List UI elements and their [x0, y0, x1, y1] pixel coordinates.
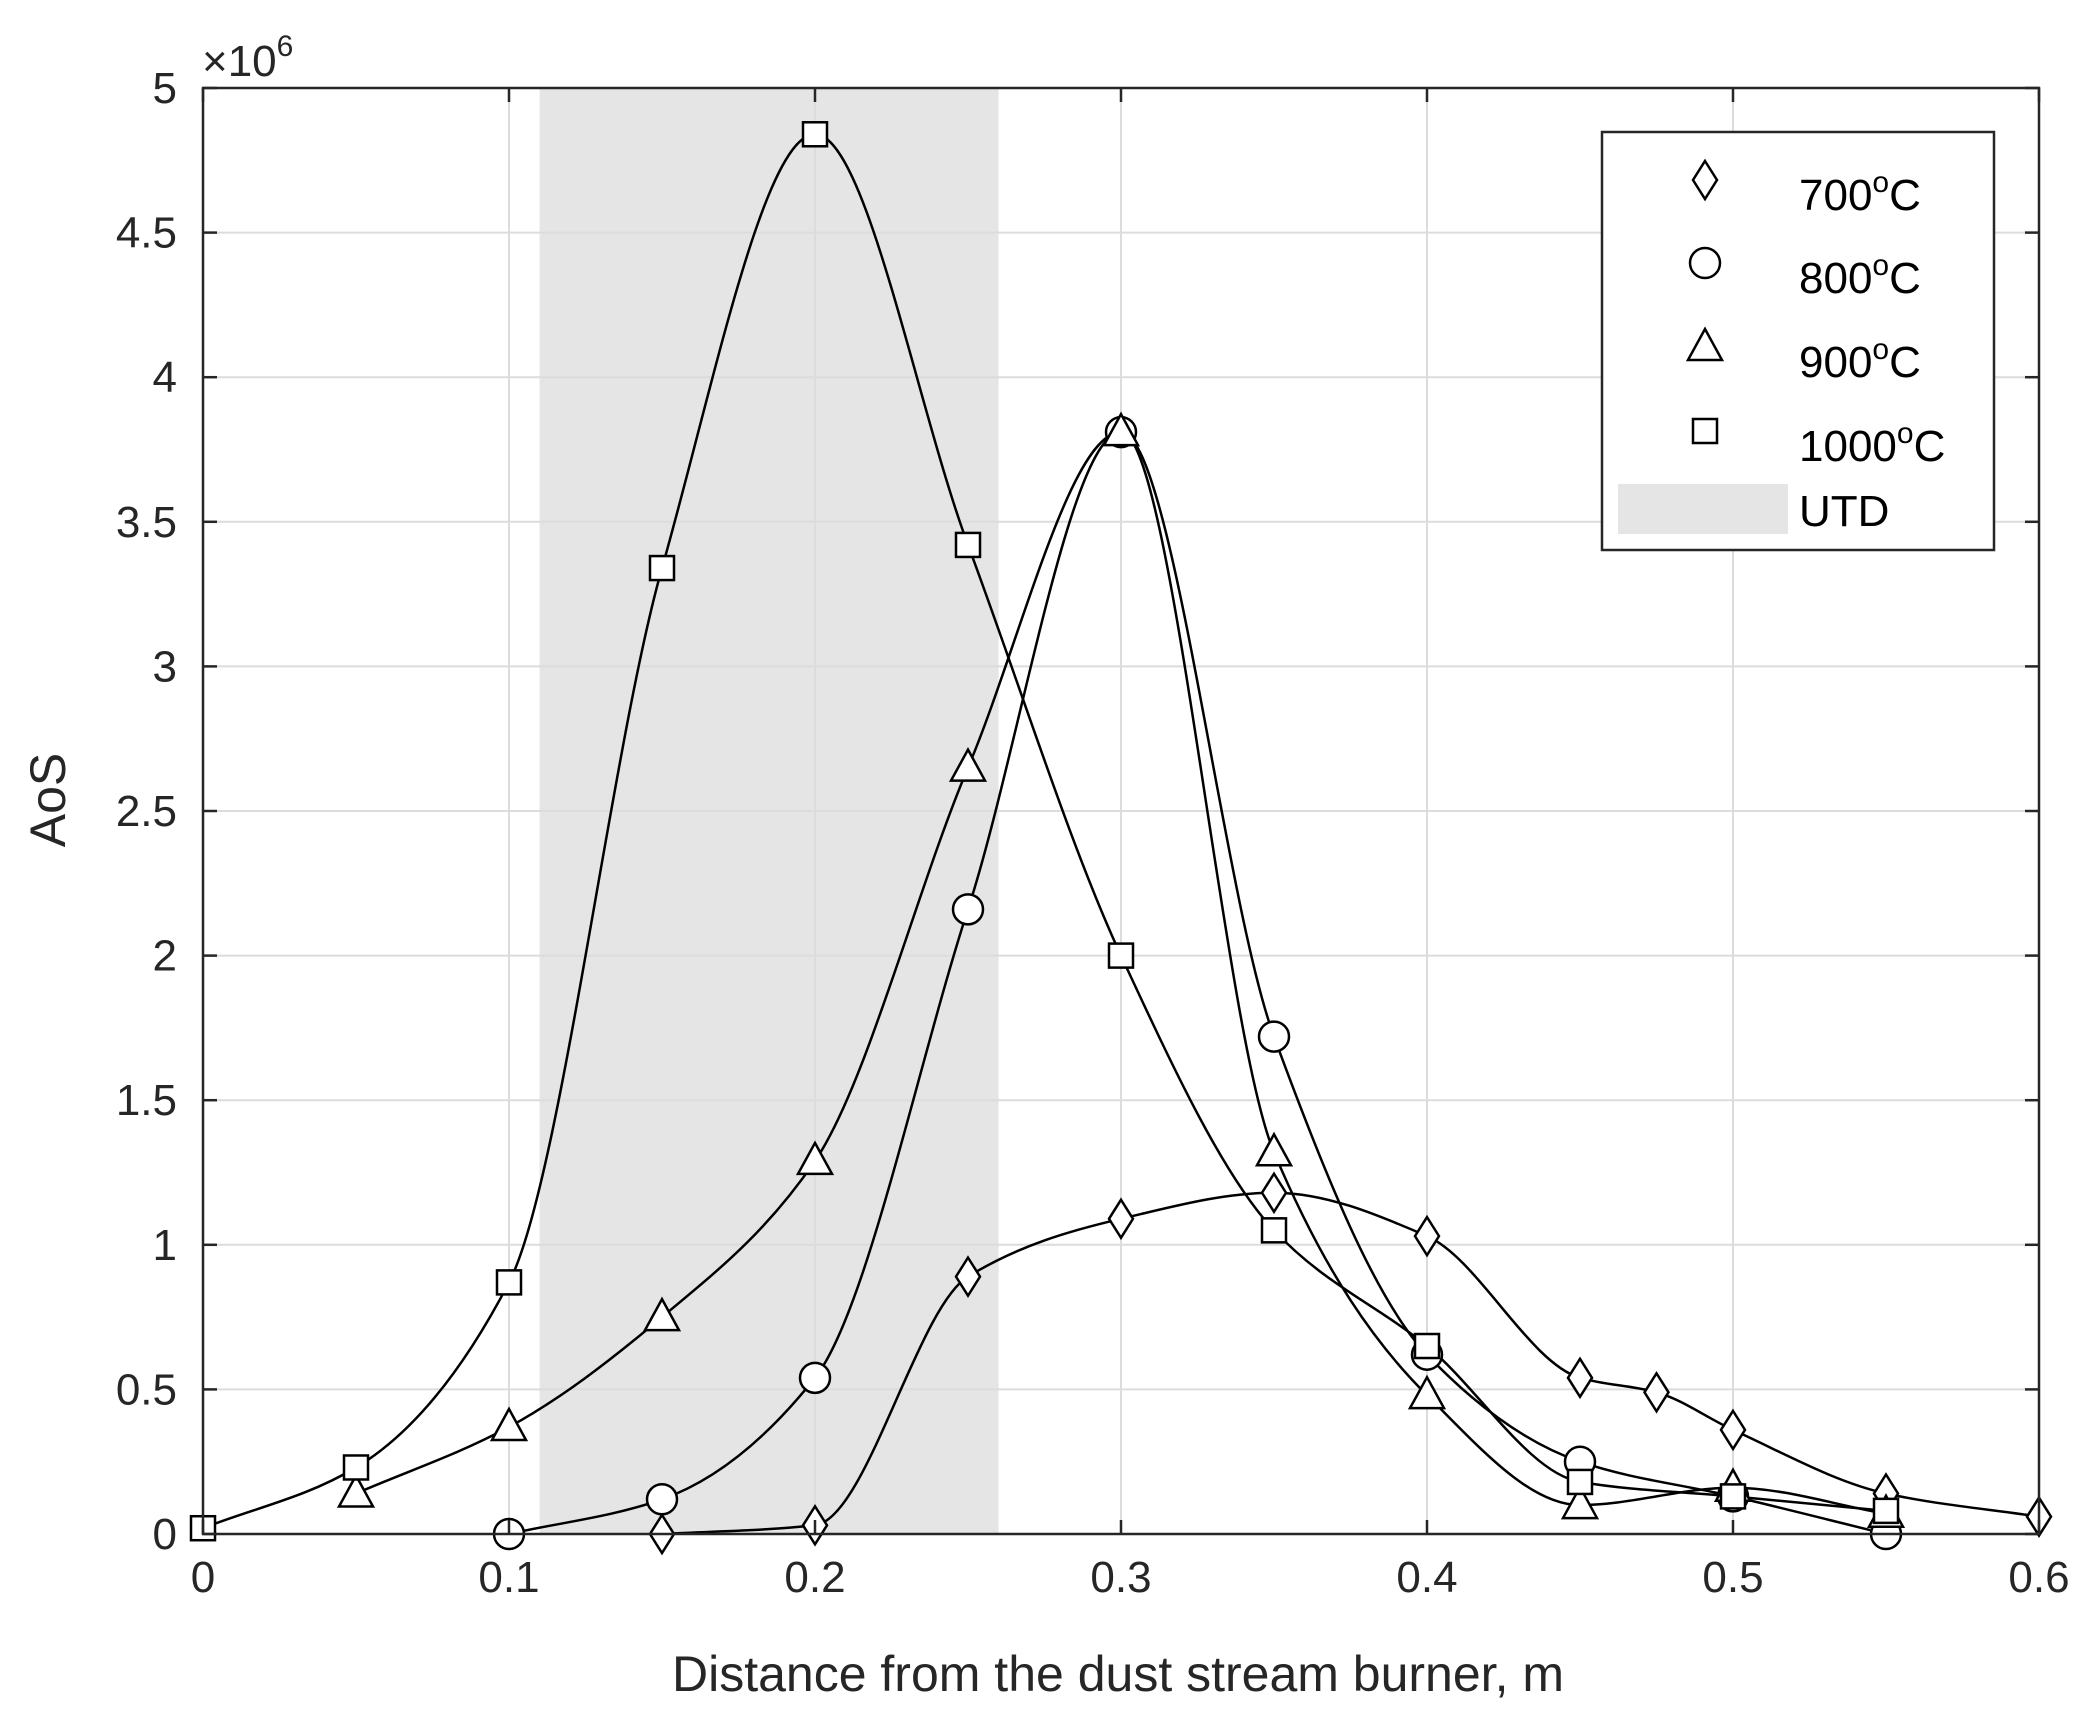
y-axis-title: AoS — [20, 753, 76, 848]
legend: 700oC 800oC 900oC 1000oC UTD — [1600, 130, 1996, 552]
point-900-6 — [1254, 1131, 1294, 1167]
y-tick-label-10: 5 — [153, 64, 177, 113]
y-tick-label-6: 3 — [153, 642, 177, 691]
point-1000-7 — [1260, 1217, 1288, 1244]
series-markers — [189, 121, 2053, 1556]
legend-label-utd: UTD — [1799, 487, 1889, 536]
point-700-2 — [954, 1255, 982, 1298]
y-tick-label-9: 4.5 — [116, 209, 177, 258]
series-line-700 — [661, 1191, 2040, 1536]
point-900-8 — [1560, 1484, 1600, 1520]
point-1000-5 — [954, 531, 982, 559]
point-1000-9 — [1566, 1468, 1594, 1496]
point-900-4 — [948, 747, 988, 782]
legend-label-900: 900oC — [1799, 333, 1921, 387]
point-700-5 — [1413, 1214, 1441, 1258]
x-tick-label-3: 0.3 — [1090, 1553, 1151, 1602]
y-tick-label-0: 0 — [153, 1510, 177, 1559]
x-tick-label-4: 0.4 — [1396, 1553, 1457, 1602]
y-tick-label-4: 2 — [153, 932, 177, 981]
legend-label-1000: 1000oC — [1799, 417, 1945, 471]
point-1000-10 — [1719, 1483, 1747, 1510]
point-800-1 — [645, 1483, 679, 1516]
x-tick-label-2: 0.2 — [784, 1553, 845, 1602]
y-tick-label-5: 2.5 — [116, 787, 177, 836]
y-multiplier-exponent: 6 — [277, 30, 294, 63]
y-tick-label-3: 1.5 — [116, 1076, 177, 1125]
legend-swatch-utd — [1618, 484, 1788, 534]
legend-marker-900 — [1685, 326, 1725, 362]
x-axis-title: Distance from the dust stream burner, m — [672, 1646, 1564, 1702]
point-900-1 — [489, 1406, 529, 1442]
point-700-7 — [1643, 1370, 1670, 1414]
point-700-3 — [1107, 1197, 1135, 1241]
point-900-2 — [642, 1296, 682, 1332]
axes — [201, 86, 2041, 1536]
point-700-8 — [1719, 1408, 1747, 1452]
legend-label-700: 700oC — [1799, 166, 1921, 220]
point-1000-3 — [648, 554, 676, 582]
series-line-1000 — [202, 133, 1887, 1530]
legend-marker-800 — [1688, 246, 1722, 280]
y-multiplier: ×106 — [202, 30, 293, 86]
point-900-0 — [336, 1472, 376, 1508]
y-tick-label-8: 4 — [153, 353, 177, 402]
legend-marker-1000 — [1691, 417, 1719, 445]
point-1000-4 — [801, 121, 829, 148]
point-800-2 — [798, 1361, 832, 1395]
point-800-5 — [1257, 1020, 1291, 1053]
point-1000-1 — [342, 1454, 370, 1481]
point-1000-8 — [1413, 1332, 1441, 1360]
y-multiplier-base: ×10 — [202, 37, 277, 86]
point-1000-2 — [495, 1269, 523, 1296]
tick-labels: 0 0.1 0.2 0.3 0.4 0.5 0.6 0 0.5 1 1.5 2 2.5 3 3.5 4 4.5 5 — [116, 64, 2070, 1602]
point-900-7 — [1407, 1374, 1447, 1410]
point-700-6 — [1566, 1356, 1594, 1400]
legend-label-800: 800oC — [1799, 249, 1921, 303]
point-1000-11 — [1872, 1497, 1900, 1525]
x-tick-label-1: 0.1 — [478, 1553, 539, 1602]
x-tick-label-0: 0 — [191, 1553, 215, 1602]
point-1000-6 — [1107, 942, 1135, 969]
y-tick-label-7: 3.5 — [116, 498, 177, 547]
y-tick-label-2: 1 — [153, 1221, 177, 1270]
point-800-3 — [951, 893, 985, 926]
point-700-4 — [1260, 1171, 1288, 1215]
y-tick-label-1: 0.5 — [116, 1365, 177, 1414]
x-tick-label-5: 0.5 — [1702, 1553, 1763, 1602]
point-900-5 — [1101, 411, 1141, 447]
x-tick-label-6: 0.6 — [2008, 1553, 2069, 1602]
legend-marker-700 — [1691, 158, 1719, 202]
grid-lines — [202, 87, 2040, 1535]
point-900-3 — [795, 1140, 835, 1176]
legend-box — [1600, 130, 1996, 552]
